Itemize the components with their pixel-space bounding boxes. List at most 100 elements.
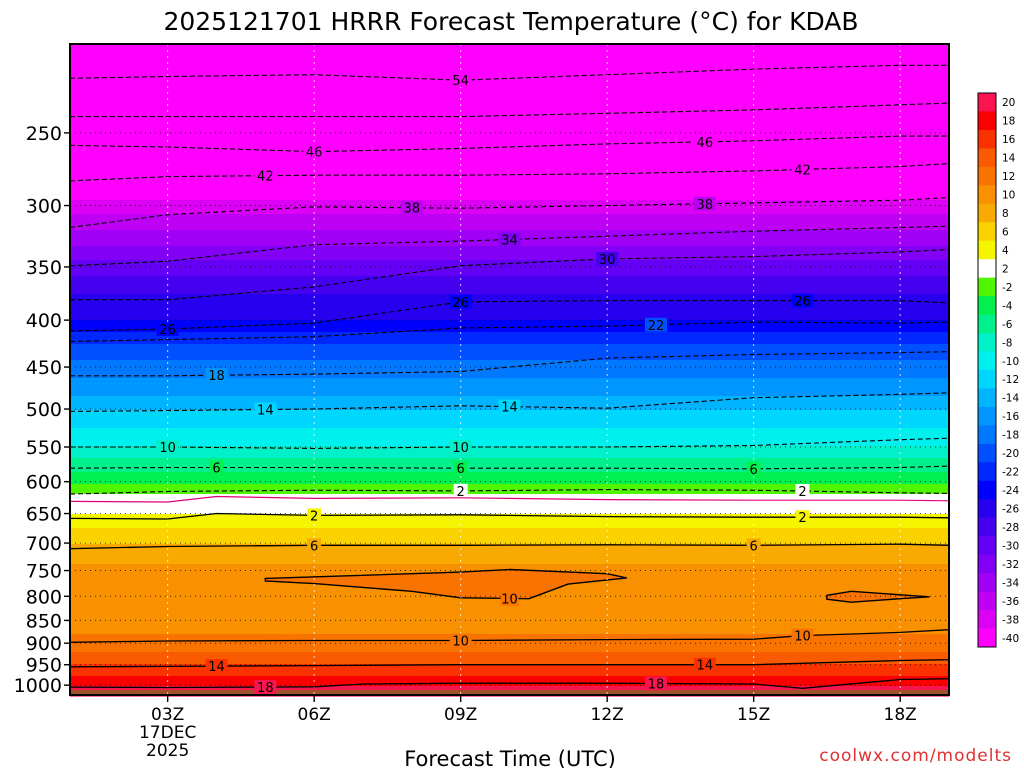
temperature-band (70, 108, 949, 111)
temperature-band (70, 354, 949, 357)
temperature-band (70, 672, 949, 675)
temperature-band (70, 374, 949, 377)
contour-label: 10 (159, 441, 176, 456)
contour-label: 6 (750, 463, 758, 478)
temperature-band (70, 100, 949, 103)
temperature-band (70, 414, 949, 417)
contour-label: 6 (457, 462, 465, 477)
temperature-band (70, 180, 949, 183)
temperature-band (70, 556, 949, 559)
temperature-band (70, 620, 949, 623)
temperature-band (70, 542, 949, 545)
temperature-band (70, 230, 949, 233)
temperature-band (70, 228, 949, 231)
colorbar-label: -14 (1002, 393, 1019, 405)
colorbar-swatch (978, 203, 996, 223)
contour-label-bg (307, 538, 322, 553)
colorbar-swatch (978, 93, 996, 112)
contour-label: 10 (794, 630, 811, 645)
colorbar-swatch (978, 388, 996, 408)
credit-link[interactable]: coolwx.com/modelts (819, 746, 1012, 766)
temperature-band (70, 46, 949, 49)
colorbar-label: 20 (1002, 97, 1015, 109)
temperature-band (70, 640, 949, 643)
temperature-band (70, 296, 949, 299)
temperature-band (70, 316, 949, 319)
temperature-band (70, 190, 949, 193)
temperature-band (70, 330, 949, 333)
temperature-band (70, 472, 949, 475)
temperature-band (70, 436, 949, 439)
temperature-band (70, 450, 949, 453)
temperature-band (70, 110, 949, 113)
temperature-band (70, 142, 949, 145)
temperature-band (70, 88, 949, 91)
temperature-band (70, 68, 949, 71)
y-tick-label: 900 (26, 633, 62, 655)
y-axis: 2503003504004505005506006507007508008509… (14, 123, 70, 697)
temperature-band (70, 684, 949, 687)
temperature-band (70, 366, 949, 369)
contour-line--34 (69, 225, 950, 267)
contour-label-bg (254, 402, 277, 417)
contour-label: 26 (159, 323, 176, 338)
surface-layer (70, 689, 949, 695)
temperature-band (70, 384, 949, 387)
contour-label-bg (500, 591, 519, 606)
temperature-band (70, 56, 949, 59)
temperature-band (70, 358, 949, 361)
temperature-band (70, 490, 949, 493)
x-tick-label: 06Z (298, 705, 331, 725)
temperature-band (70, 136, 949, 139)
temperature-band (70, 466, 949, 469)
temperature-band (70, 194, 949, 197)
temperature-band (70, 310, 949, 313)
colorbar-label: 2 (1002, 263, 1009, 275)
contour-label-bg (205, 659, 228, 674)
temperature-band (70, 270, 949, 273)
y-tick-label: 450 (26, 357, 62, 379)
colorbar-swatch (978, 296, 996, 315)
y-tick-label: 800 (26, 586, 62, 608)
temperature-band (70, 268, 949, 271)
colorbar-label: -38 (1002, 614, 1019, 626)
colorbar-swatch (978, 480, 996, 500)
temperature-band (70, 658, 949, 661)
temperature-band (70, 248, 949, 251)
temperature-band (70, 82, 949, 85)
temperature-band (70, 282, 949, 285)
colorbar-label: -8 (1002, 337, 1012, 349)
temperature-band (70, 686, 949, 689)
colorbar-label: -18 (1002, 430, 1019, 442)
contour-line--22 (69, 321, 950, 343)
temperature-band (70, 134, 949, 137)
temperature-band (70, 480, 949, 483)
colorbar-swatch (978, 370, 996, 389)
temperature-band (70, 424, 949, 427)
temperature-band (70, 254, 949, 257)
temperature-band (70, 342, 949, 345)
y-tick-label: 650 (26, 504, 62, 526)
temperature-band (70, 422, 949, 425)
contour-label: 2 (798, 485, 806, 500)
temperature-band (70, 630, 949, 633)
temperature-band (70, 306, 949, 309)
temperature-band (70, 202, 949, 205)
freezing-level-line (69, 495, 950, 503)
contour-label-bg (693, 196, 716, 211)
temperature-band (70, 246, 949, 249)
x-tick-label: 18Z (884, 705, 917, 725)
colorbar-label: -36 (1002, 596, 1019, 608)
temperature-band (70, 200, 949, 203)
temperature-band (70, 348, 949, 351)
temperature-band (70, 272, 949, 275)
temperature-band (70, 338, 949, 341)
temperature-band (70, 534, 949, 537)
x-tick-label: 12Z (591, 705, 624, 725)
contour-label: 18 (257, 681, 274, 696)
temperature-band (70, 510, 949, 513)
temperature-band (70, 522, 949, 525)
temperature-band (70, 264, 949, 267)
colorbar-swatch (978, 351, 996, 371)
colorbar-swatch (978, 166, 996, 186)
